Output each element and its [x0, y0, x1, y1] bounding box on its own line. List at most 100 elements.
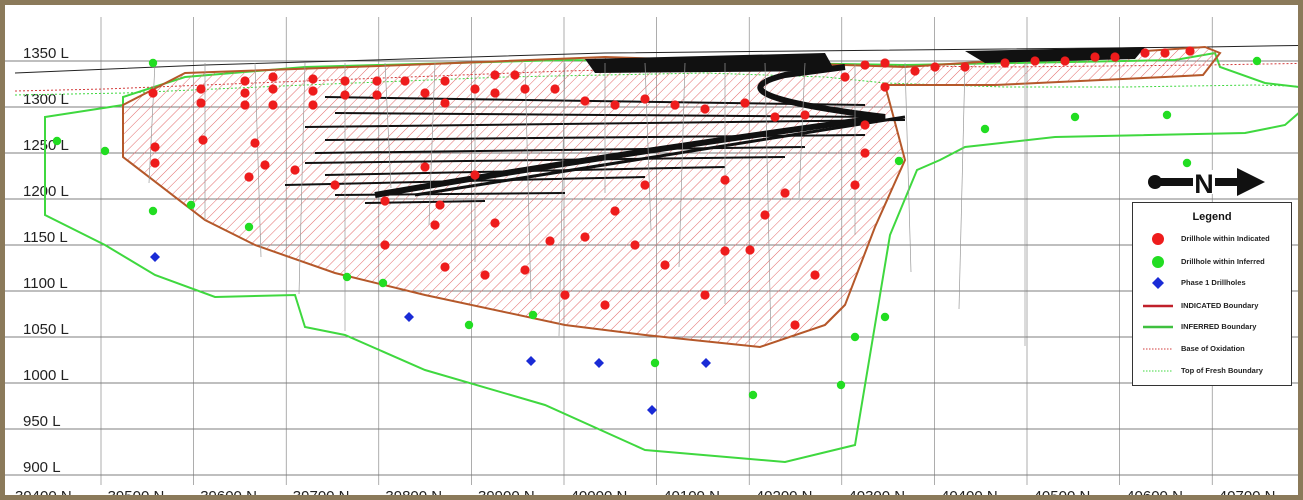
indicated-drillhole: [550, 84, 560, 94]
phase1-drillhole: [150, 252, 160, 262]
northing-label: 40100 N: [663, 488, 720, 500]
indicated-drillhole: [1140, 48, 1150, 58]
north-arrow-letter: N: [1194, 169, 1214, 197]
indicated-drillhole: [520, 265, 530, 275]
drill-trace: [384, 62, 392, 189]
northing-label: 39400 N: [15, 488, 72, 500]
north-arrow-icon: N: [1148, 168, 1265, 197]
indicated-drillhole: [720, 175, 730, 185]
indicated-drillhole: [1090, 52, 1100, 62]
northing-label: 39800 N: [385, 488, 442, 500]
level-label: 900 L: [23, 459, 61, 476]
green-line-icon: [1143, 325, 1173, 329]
indicated-drillhole: [196, 84, 206, 94]
indicated-drillhole: [380, 240, 390, 250]
indicated-drillhole: [240, 100, 250, 110]
inferred-drillhole: [528, 310, 538, 320]
inferred-drillhole: [748, 390, 758, 400]
phase1-drillhole: [647, 405, 657, 415]
indicated-drillhole: [910, 66, 920, 76]
indicated-drillhole: [440, 262, 450, 272]
drill-trace: [904, 62, 912, 273]
stope: [585, 53, 835, 73]
indicated-drillhole: [198, 135, 208, 145]
indicated-drillhole: [880, 82, 890, 92]
drill-trace: [298, 62, 306, 295]
inferred-drillhole: [1070, 112, 1080, 122]
indicated-drillhole: [435, 200, 445, 210]
indicated-drillhole: [640, 180, 650, 190]
indicated-drillhole: [340, 76, 350, 86]
northing-label: 39700 N: [293, 488, 350, 500]
indicated-drillhole: [960, 62, 970, 72]
inferred-drillhole: [836, 380, 846, 390]
indicated-drillhole: [240, 76, 250, 86]
indicated-drillhole: [420, 88, 430, 98]
northing-label: 40400 N: [941, 488, 998, 500]
green-dot-icon: [1152, 256, 1164, 268]
indicated-drillhole: [745, 245, 755, 255]
indicated-drillhole: [260, 160, 270, 170]
indicated-drillhole: [490, 218, 500, 228]
northing-label: 40600 N: [1126, 488, 1183, 500]
inferred-drillhole: [148, 206, 158, 216]
inferred-drillhole: [186, 200, 196, 210]
indicated-drillhole: [440, 98, 450, 108]
inferred-drillhole: [880, 312, 890, 322]
indicated-drillhole: [250, 138, 260, 148]
indicated-drillhole: [700, 290, 710, 300]
green-dotted-line-icon: [1143, 370, 1173, 372]
indicated-drillhole: [400, 76, 410, 86]
indicated-drillhole: [268, 84, 278, 94]
indicated-drillhole: [1160, 48, 1170, 58]
indicated-drillhole: [800, 110, 810, 120]
legend-title: Legend: [1192, 211, 1232, 223]
indicated-drillhole: [610, 206, 620, 216]
stope: [965, 47, 1145, 63]
indicated-drillhole: [600, 300, 610, 310]
legend-item-indicated-boundary: INDICATED Boundary: [1133, 298, 1291, 314]
drill-trace: [524, 62, 532, 300]
indicated-drillhole: [480, 270, 490, 280]
inferred-drillhole: [378, 278, 388, 288]
northing-label: 40500 N: [1034, 488, 1091, 500]
drill-trace: [254, 62, 262, 258]
phase1-drillhole: [701, 358, 711, 368]
indicated-drillhole: [1110, 52, 1120, 62]
indicated-drillhole: [268, 72, 278, 82]
indicated-drillhole: [740, 98, 750, 108]
indicated-drillhole: [790, 320, 800, 330]
legend-item-base-oxidation: Base of Oxidation: [1133, 341, 1291, 357]
indicated-drillhole: [380, 196, 390, 206]
legend-item-phase1-hole: Phase 1 Drillholes: [1133, 275, 1291, 291]
indicated-drillhole: [1000, 58, 1010, 68]
indicated-drillhole: [372, 76, 382, 86]
northing-label: 40000 N: [571, 488, 628, 500]
indicated-drillhole: [860, 120, 870, 130]
inferred-drillhole: [52, 136, 62, 146]
inferred-drillhole: [1252, 56, 1262, 66]
red-dotted-line-icon: [1143, 348, 1173, 350]
indicated-drillhole: [700, 104, 710, 114]
inferred-drillhole: [1182, 158, 1192, 168]
legend-item-inferred-boundary: INFERRED Boundary: [1133, 319, 1291, 335]
ore-shoot: [374, 64, 886, 198]
level-label: 1100 L: [23, 275, 68, 292]
level-label: 1000 L: [23, 367, 69, 384]
inferred-drillhole: [464, 320, 474, 330]
decline: [414, 115, 906, 197]
indicated-drillhole: [372, 90, 382, 100]
indicated-drillhole: [290, 165, 300, 175]
indicated-drillhole: [760, 210, 770, 220]
indicated-drillhole: [330, 180, 340, 190]
level-label: 1300 L: [23, 91, 69, 108]
northing-label: 40300 N: [848, 488, 905, 500]
mine-drive: [314, 146, 806, 154]
inferred-drillhole: [894, 156, 904, 166]
indicated-drillhole: [860, 60, 870, 70]
indicated-drillhole: [860, 148, 870, 158]
indicated-drillhole: [196, 98, 206, 108]
indicated-drillhole: [670, 100, 680, 110]
inferred-drillhole: [980, 124, 990, 134]
